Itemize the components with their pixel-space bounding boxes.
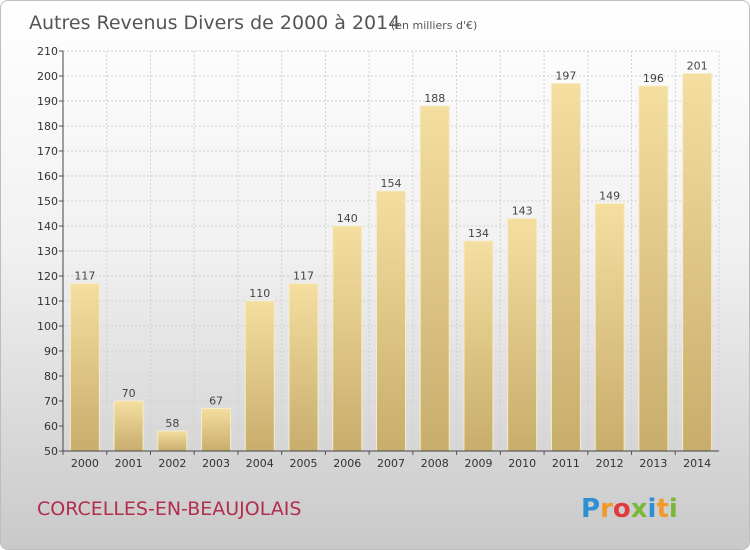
bar-value-label: 140 <box>337 212 358 225</box>
x-tick-label: 2005 <box>290 457 318 470</box>
bar <box>376 190 406 452</box>
y-tick-label: 140 <box>37 220 58 233</box>
bar <box>69 283 100 452</box>
y-tick-label: 110 <box>37 295 58 308</box>
proxiti-logo: Proxiti <box>581 494 678 524</box>
logo-letter: i <box>648 494 657 524</box>
y-tick-label: 160 <box>37 170 58 183</box>
bar-value-label: 197 <box>555 70 576 83</box>
bar-value-label: 188 <box>424 92 445 105</box>
logo-letter: i <box>669 494 678 524</box>
x-tick-label: 2011 <box>552 457 580 470</box>
bar-value-label: 70 <box>122 387 136 400</box>
x-tick-label: 2014 <box>683 457 711 470</box>
bar <box>463 240 494 452</box>
bar-value-label: 67 <box>209 395 223 408</box>
bar-value-label: 196 <box>643 72 664 85</box>
bar <box>682 73 713 452</box>
bar <box>332 225 363 452</box>
x-tick-label: 2010 <box>508 457 536 470</box>
x-tick-label: 2007 <box>377 457 405 470</box>
bar <box>201 408 232 452</box>
y-tick-label: 120 <box>37 270 58 283</box>
bar-value-label: 201 <box>687 60 708 73</box>
logo-letter: o <box>613 494 631 524</box>
bar-value-label: 134 <box>468 227 489 240</box>
x-tick-label: 2003 <box>202 457 230 470</box>
bar-value-label: 58 <box>165 417 179 430</box>
bar <box>244 300 275 452</box>
x-tick-label: 2006 <box>333 457 361 470</box>
y-tick-label: 70 <box>44 395 58 408</box>
logo-letter: x <box>631 494 648 524</box>
bars: 117 70 58 67 110 117 140 154 188 134 143 197 149 196 2… <box>69 60 713 452</box>
y-tick-label: 180 <box>37 120 58 133</box>
commune-name: CORCELLES-EN-BEAUJOLAIS <box>37 498 301 520</box>
bar <box>594 203 625 452</box>
bar <box>419 105 450 452</box>
chart-subtitle: (en milliers d'€) <box>391 19 477 32</box>
bar <box>507 218 538 452</box>
bar-value-label: 117 <box>74 270 95 283</box>
y-tick-label: 100 <box>37 320 58 333</box>
y-tick-label: 130 <box>37 245 58 258</box>
x-tick-label: 2002 <box>158 457 186 470</box>
x-tick-label: 2000 <box>71 457 99 470</box>
x-tick-label: 2004 <box>246 457 274 470</box>
bar-value-label: 110 <box>249 287 270 300</box>
y-tick-label: 150 <box>37 195 58 208</box>
bar <box>288 283 319 452</box>
y-tick-label: 210 <box>37 45 58 58</box>
y-tick-label: 80 <box>44 370 58 383</box>
logo-letter: P <box>581 494 600 524</box>
y-tick-label: 200 <box>37 70 58 83</box>
x-tick-label: 2013 <box>639 457 667 470</box>
bar-value-label: 143 <box>512 205 533 218</box>
y-tick-label: 60 <box>44 420 58 433</box>
y-tick-label: 90 <box>44 345 58 358</box>
y-tick-label: 170 <box>37 145 58 158</box>
logo-letter: t <box>656 494 668 524</box>
bar <box>113 400 144 452</box>
bar-value-label: 117 <box>293 270 314 283</box>
bar-value-label: 149 <box>599 190 620 203</box>
bar <box>550 83 581 452</box>
y-tick-label: 190 <box>37 95 58 108</box>
bar <box>638 85 669 452</box>
bar <box>157 430 188 452</box>
chart-title: Autres Revenus Divers de 2000 à 2014 <box>29 12 400 34</box>
x-tick-label: 2001 <box>115 457 143 470</box>
axes: 50 60 70 80 90 100 110 120 130 140 150 160 170 180 190… <box>37 45 719 470</box>
x-tick-label: 2012 <box>596 457 624 470</box>
bar-value-label: 154 <box>381 177 402 190</box>
logo-letter: r <box>600 494 613 524</box>
x-tick-label: 2008 <box>421 457 449 470</box>
x-tick-label: 2009 <box>464 457 492 470</box>
y-tick-label: 50 <box>44 445 58 458</box>
